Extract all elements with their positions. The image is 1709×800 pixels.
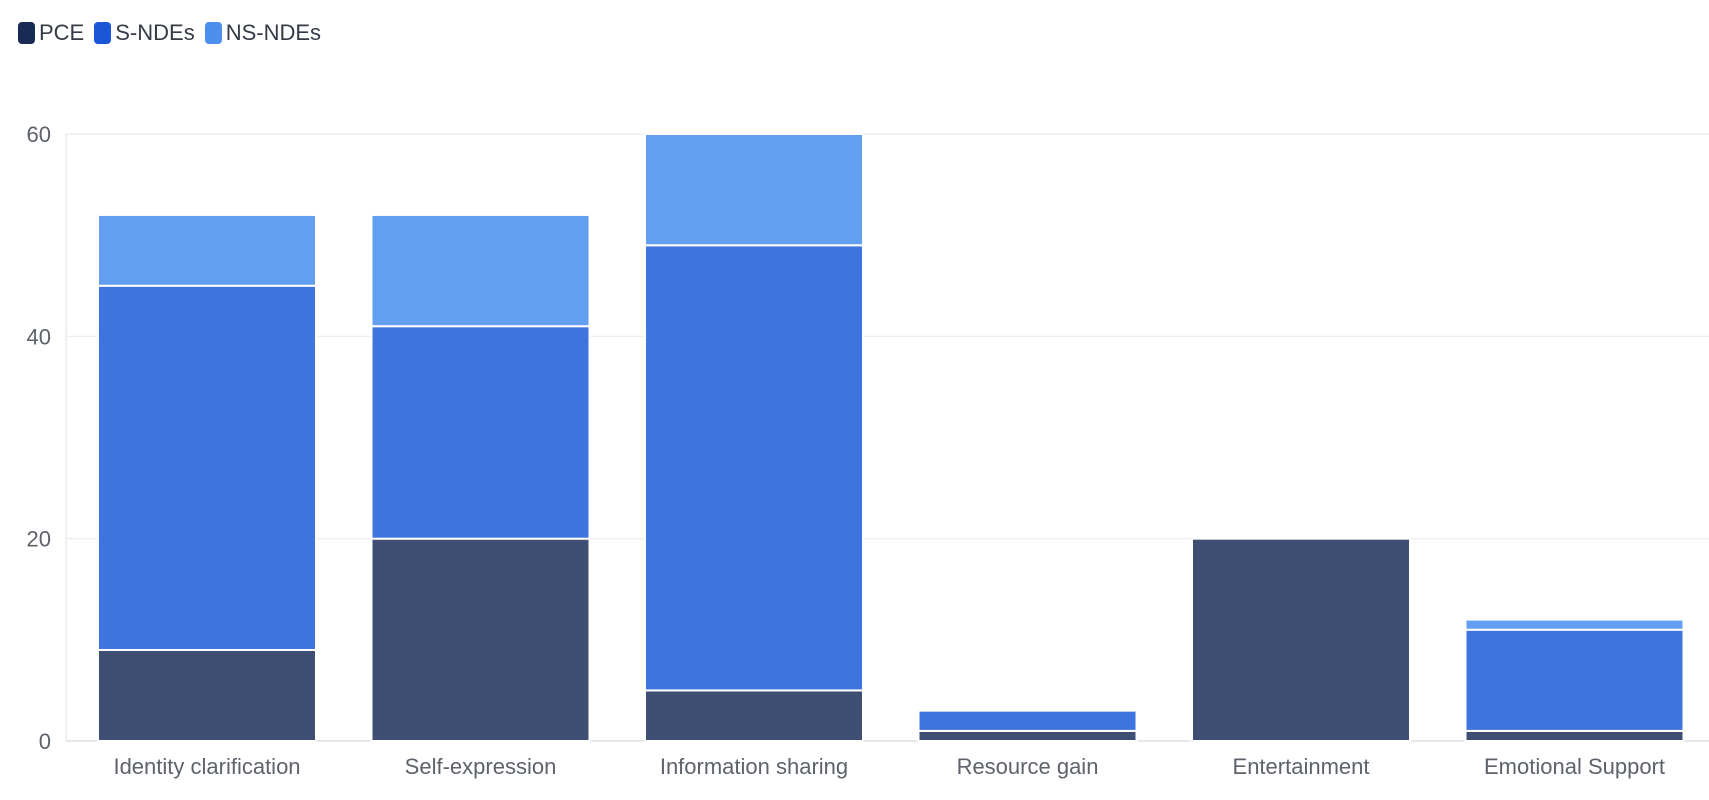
chart-legend: PCE S-NDEs NS-NDEs <box>18 20 321 46</box>
x-tick-label: Self-expression <box>405 754 557 779</box>
y-tick-label: 20 <box>27 527 51 552</box>
y-tick-label: 40 <box>27 324 51 349</box>
x-tick-label: Information sharing <box>660 754 848 779</box>
bar-segment-pce-4[interactable] <box>917 729 1138 743</box>
y-axis: 0 20 40 60 <box>27 122 67 754</box>
bar-segment-s-ndes-6[interactable] <box>1464 628 1685 732</box>
bar-segment-pce-2[interactable] <box>370 537 591 743</box>
bar-segment-ns-ndes-6[interactable] <box>1464 618 1685 631</box>
bar-segment-s-ndes-1[interactable] <box>97 284 317 651</box>
gridlines <box>66 133 1709 742</box>
bar-segment-ns-ndes-1[interactable] <box>97 213 317 287</box>
bar-segment-pce-1[interactable] <box>97 648 317 743</box>
x-tick-label: Resource gain <box>957 754 1099 779</box>
bar-segment-pce-5[interactable] <box>1191 537 1411 743</box>
x-tick-label: Identity clarification <box>113 754 300 779</box>
legend-swatch-ns-ndes <box>204 22 222 44</box>
legend-label-pce: PCE <box>39 20 85 45</box>
bars <box>97 133 1685 743</box>
bar-segment-s-ndes-3[interactable] <box>644 244 864 692</box>
x-tick-label: Entertainment <box>1233 754 1370 779</box>
bar-segment-ns-ndes-3[interactable] <box>644 133 864 247</box>
y-tick-label: 0 <box>39 729 51 754</box>
x-axis-labels: Identity clarification Self-expression Inf… <box>113 754 1665 779</box>
legend-label-ns-ndes: NS-NDEs <box>225 20 322 45</box>
legend-swatch-pce <box>18 22 35 44</box>
legend-item-s-ndes[interactable]: S-NDEs <box>94 20 195 46</box>
legend-label-s-ndes: S-NDEs <box>115 20 195 45</box>
x-tick-label: Emotional Support <box>1484 754 1665 779</box>
bar-segment-pce-6[interactable] <box>1464 729 1685 743</box>
legend-item-ns-ndes[interactable]: NS-NDEs <box>204 20 322 46</box>
legend-item-pce[interactable]: PCE <box>18 20 84 46</box>
bar-segment-s-ndes-2[interactable] <box>370 325 591 540</box>
bar-segment-ns-ndes-2[interactable] <box>370 213 591 328</box>
bar-segment-pce-3[interactable] <box>644 689 864 743</box>
bar-segment-s-ndes-4[interactable] <box>917 709 1138 732</box>
legend-swatch-s-ndes <box>94 22 112 44</box>
y-tick-label: 60 <box>27 122 51 147</box>
